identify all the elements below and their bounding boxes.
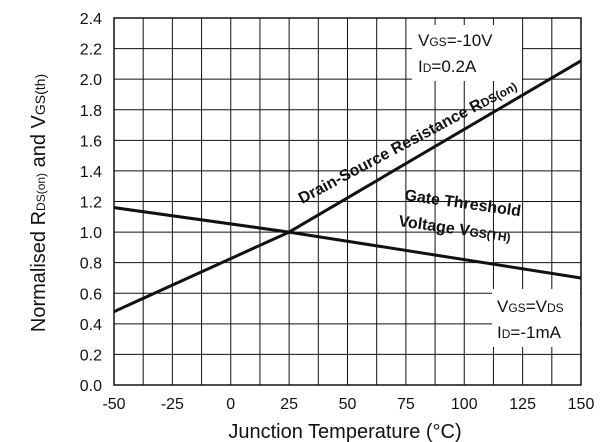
x-tick-label: -50 [102,396,125,413]
x-tick-label: -25 [161,396,184,413]
y-tick-label: 1.0 [80,225,102,242]
x-tick-label: 75 [397,396,415,413]
vgs-th-series-line [113,206,582,280]
rds-conditions-vgs: VGS=-10V [418,31,493,50]
plot-border [113,17,582,386]
y-tick-label: 1.4 [80,164,102,181]
y-tick-label: 0.6 [80,286,102,303]
series-lines [113,59,582,313]
y-tick-labels: 0.0 0.2 0.4 0.6 0.8 1.0 1.2 1.4 1.6 1.8 2.0 2.2 2.4 [80,11,102,395]
x-tick-label: 125 [509,396,536,413]
y-tick-label: 2.0 [80,72,102,89]
y-tick-label: 1.6 [80,133,102,150]
vgs-conditions-vgs-vds: VGS=VDS [497,297,564,316]
y-tick-label: 2.4 [80,11,102,28]
y-tick-label: 0.8 [80,256,102,273]
rds-conditions-id: ID=0.2A [418,57,477,76]
x-tick-label: 0 [226,396,235,413]
y-tick-label: 0.0 [80,378,102,395]
y-tick-label: 0.4 [80,317,102,334]
y-tick-label: 0.2 [80,347,102,364]
y-tick-label: 2.2 [80,42,102,59]
x-axis-label: Junction Temperature (°C) [228,421,461,442]
x-tick-label: 100 [451,396,478,413]
vgs-conditions-box [492,289,580,347]
y-tick-label: 1.8 [80,103,102,120]
y-tick-label: 1.2 [80,195,102,212]
vgs-conditions-id: ID=-1mA [497,323,562,342]
x-tick-label: 25 [280,396,298,413]
x-tick-labels: -50 -25 0 25 50 75 100 125 150 [102,396,594,413]
rds-conditions-box [412,25,522,81]
vgs-curve-label-line2: Voltage VGS(TH) [397,213,511,246]
y-axis-label: Normalised RDS(on) and VGS(th) [28,74,50,332]
x-tick-label: 150 [568,396,595,413]
x-tick-label: 50 [339,396,357,413]
